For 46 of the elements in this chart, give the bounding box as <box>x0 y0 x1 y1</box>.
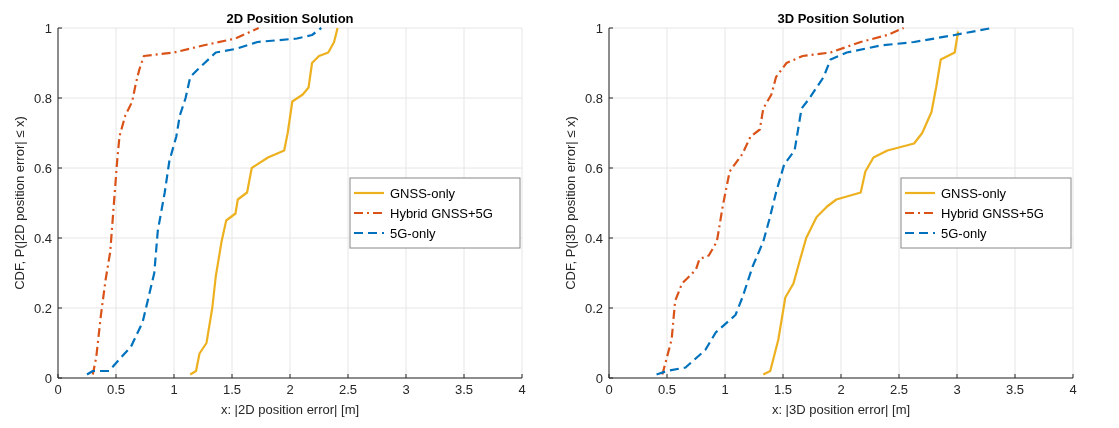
x-tick-label: 2 <box>286 382 294 397</box>
legend-label: GNSS-only <box>941 186 1007 201</box>
x-tick-label: 0 <box>54 382 62 397</box>
legend-label: 5G-only <box>390 226 437 241</box>
x-tick-label: 3 <box>402 382 410 397</box>
y-axis-title: CDF, P(|3D position error| ≤ x) <box>563 116 578 290</box>
x-tick-label: 4 <box>518 382 526 397</box>
chart-title: 2D Position Solution <box>226 11 354 26</box>
legend-label: Hybrid GNSS+5G <box>390 206 493 221</box>
legend-label: GNSS-only <box>390 186 456 201</box>
line-series <box>189 26 339 376</box>
y-tick-label: 0.6 <box>33 160 52 176</box>
x-tick-label: 3 <box>953 382 961 397</box>
y-tick-label: 1 <box>595 20 603 36</box>
x-tick-label: 0.5 <box>106 382 126 397</box>
x-tick-label: 0.5 <box>657 382 677 397</box>
x-tick-label: 1 <box>170 382 178 397</box>
line-series <box>661 26 905 376</box>
legend-label: Hybrid GNSS+5G <box>941 206 1044 221</box>
x-axis-title: x: |3D position error| [m] <box>771 402 911 417</box>
x-tick-label: 2.5 <box>338 382 358 397</box>
chart-title: 3D Position Solution <box>777 11 905 26</box>
y-tick-label: 0 <box>44 370 52 386</box>
x-tick-label: 2.5 <box>889 382 909 397</box>
x-tick-label: 2 <box>837 382 845 397</box>
y-tick-label: 0.4 <box>584 230 603 246</box>
x-tick-label: 1.5 <box>222 382 242 397</box>
x-tick-label: 4 <box>1069 382 1077 397</box>
y-tick-label: 0 <box>595 370 603 386</box>
y-tick-label: 0.8 <box>584 90 603 106</box>
x-tick-label: 1.5 <box>773 382 793 397</box>
line-series <box>91 26 260 376</box>
y-tick-label: 0.8 <box>33 90 52 106</box>
y-tick-label: 1 <box>44 20 52 36</box>
line-series <box>85 26 323 376</box>
x-tick-label: 3.5 <box>1005 382 1025 397</box>
y-tick-label: 0.6 <box>584 160 603 176</box>
y-axis-title: CDF, P(|2D position error| ≤ x) <box>12 116 27 290</box>
x-axis-title: x: |2D position error| [m] <box>220 402 360 417</box>
y-tick-label: 0.2 <box>584 300 603 316</box>
legend-label: 5G-only <box>941 226 988 241</box>
x-tick-label: 1 <box>721 382 729 397</box>
y-tick-label: 0.2 <box>33 300 52 316</box>
y-tick-label: 0.4 <box>33 230 52 246</box>
x-tick-label: 3.5 <box>454 382 474 397</box>
x-tick-label: 0 <box>605 382 613 397</box>
